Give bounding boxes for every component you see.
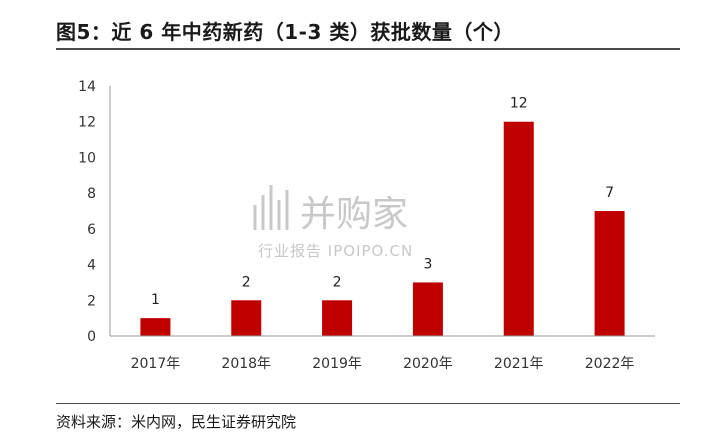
watermark-text: 并购家 — [300, 194, 408, 235]
y-axis: 0 2 4 6 8 10 12 14 — [78, 79, 111, 345]
source-note: 资料来源：米内网，民生证券研究院 — [56, 413, 297, 431]
source-rule — [56, 403, 680, 404]
y-tick-label: 8 — [87, 186, 96, 202]
data-label: 2 — [242, 274, 251, 290]
x-tick-label: 2022年 — [585, 356, 635, 372]
bar-5 — [503, 121, 534, 336]
bar-4 — [412, 282, 443, 336]
y-tick-label: 12 — [78, 115, 96, 131]
watermark-subtext: 行业报告 IPOIPO.CN — [258, 242, 413, 260]
data-label: 1 — [151, 292, 160, 308]
y-tick-label: 14 — [78, 79, 96, 95]
bar-2 — [231, 300, 262, 336]
y-tick-label: 6 — [87, 222, 96, 238]
bar-3 — [322, 300, 353, 336]
chart-title: 图5：近 6 年中药新药（1-3 类）获批数量（个） — [56, 20, 514, 44]
x-tick-label: 2020年 — [403, 356, 453, 372]
data-label: 2 — [333, 274, 342, 290]
watermark-logo-icon — [253, 185, 289, 230]
x-tick-label: 2018年 — [221, 356, 271, 372]
x-tick-label: 2017年 — [131, 356, 181, 372]
bar-1 — [140, 318, 171, 336]
bar-6 — [594, 211, 625, 336]
watermark: 并购家 行业报告 IPOIPO.CN — [253, 185, 413, 260]
x-tick-label: 2021年 — [494, 356, 544, 372]
data-label: 3 — [423, 256, 432, 272]
y-tick-label: 2 — [87, 293, 96, 309]
x-tick-label: 2019年 — [312, 356, 362, 372]
y-tick-label: 4 — [87, 258, 96, 274]
y-tick-label: 10 — [78, 150, 96, 166]
y-tick-label: 0 — [87, 329, 96, 345]
title-rule — [56, 48, 680, 50]
x-axis: 2017年 2018年 2019年 2020年 2021年 2022年 — [110, 335, 655, 372]
data-label: 12 — [510, 96, 528, 112]
data-label: 7 — [605, 185, 614, 201]
